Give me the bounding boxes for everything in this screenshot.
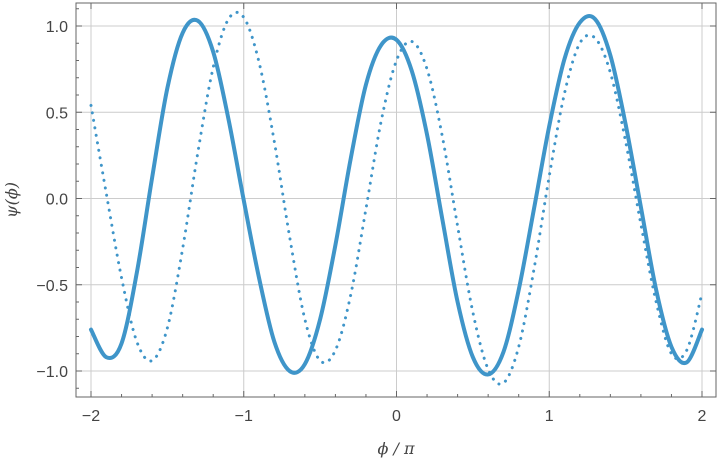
x-axis-title: ϕ / π (378, 439, 415, 458)
x-tick-label: −2 (82, 408, 100, 425)
y-tick-label: 1.0 (46, 19, 68, 36)
x-tick-label: 0 (392, 408, 401, 425)
y-tick-label: 0.5 (46, 105, 68, 122)
series-solid-line (89, 14, 704, 377)
plot-series (89, 10, 704, 386)
y-tick-labels: −1.0 −0.5 0.0 0.5 1.0 (36, 19, 68, 381)
y-tick-label: −1.0 (36, 364, 68, 381)
axis-ticks (76, 3, 716, 397)
x-tick-label: −1 (235, 408, 253, 425)
y-axis-title: ψ(ϕ) (2, 182, 21, 218)
y-tick-label: −0.5 (36, 278, 68, 295)
y-tick-label: 0.0 (46, 192, 68, 209)
x-tick-labels: −2 −1 0 1 2 (82, 408, 707, 425)
grid-lines (76, 3, 716, 397)
x-tick-label: 1 (545, 408, 554, 425)
x-tick-label: 2 (698, 408, 707, 425)
